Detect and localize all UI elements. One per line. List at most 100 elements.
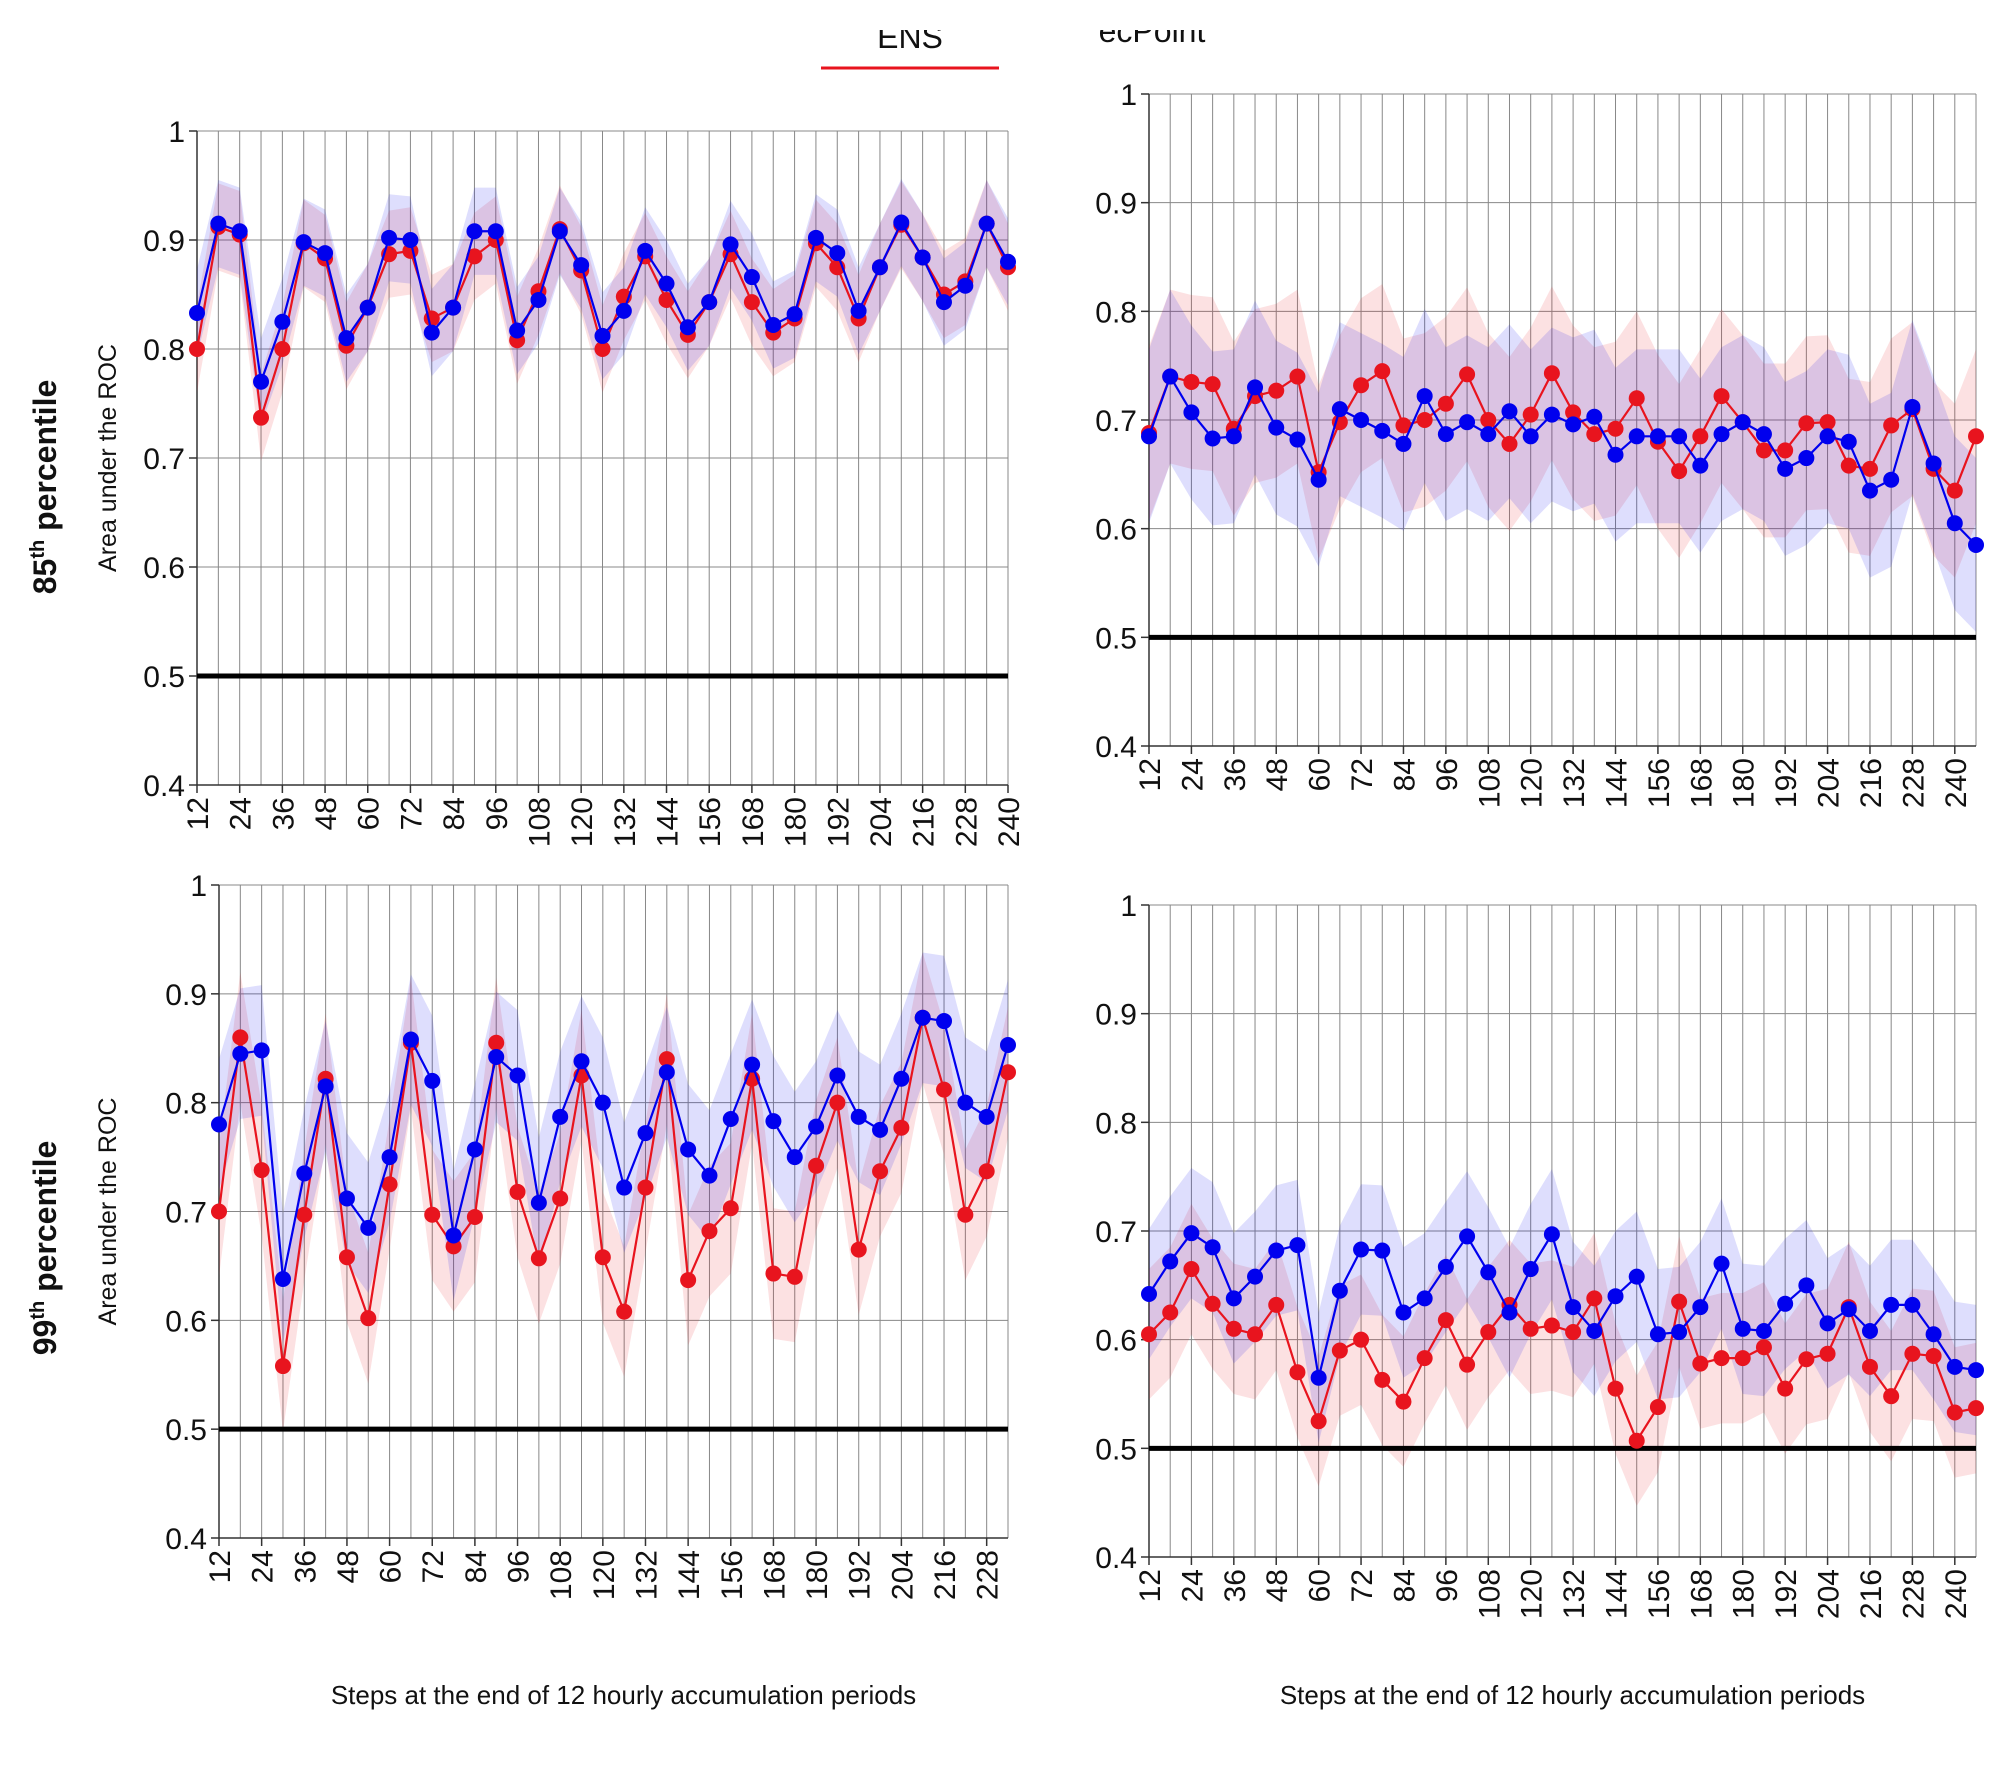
x-tick-label: 36 [1219, 1569, 1252, 1602]
data-point [1946, 515, 1963, 532]
data-point [488, 1048, 505, 1065]
x-tick-label: 48 [310, 797, 343, 830]
x-tick-label: 204 [1813, 758, 1846, 808]
data-point [424, 1072, 441, 1089]
x-tick-label: 216 [908, 797, 941, 847]
data-point [680, 1141, 697, 1158]
y-tick-label: 0.8 [1095, 1107, 1137, 1140]
data-point [1565, 1299, 1582, 1316]
y-tick-label: 0.8 [143, 334, 185, 367]
data-point [743, 269, 760, 286]
data-point [1883, 1388, 1900, 1405]
x-tick-label: 228 [950, 797, 983, 847]
data-point [338, 1249, 355, 1266]
data-point [1692, 1299, 1709, 1316]
data-point [1543, 1226, 1560, 1243]
data-point [616, 1303, 633, 1320]
data-point [936, 1013, 953, 1030]
data-point [1374, 1242, 1391, 1259]
data-point [1565, 1324, 1582, 1341]
data-point [232, 1029, 249, 1046]
data-point [1395, 435, 1412, 452]
data-point [402, 232, 419, 248]
row-label-suffix: th [27, 1301, 49, 1320]
data-point [1501, 1304, 1518, 1321]
row-label-word: percentile [27, 380, 63, 531]
data-point [1840, 1301, 1857, 1318]
data-point [1374, 363, 1391, 380]
data-point [722, 236, 739, 253]
x-tick-label: 72 [1346, 758, 1379, 791]
x-tick-label: 168 [758, 1550, 791, 1600]
data-point [1310, 1413, 1327, 1430]
data-point [1331, 1342, 1348, 1359]
data-point [914, 249, 931, 266]
data-point [1268, 1242, 1285, 1259]
data-point [1225, 1320, 1242, 1337]
data-point [1289, 1364, 1306, 1381]
data-point [1692, 428, 1709, 445]
data-point [1713, 1350, 1730, 1367]
data-point [1480, 426, 1497, 443]
data-point [1968, 536, 1984, 553]
data-point [1459, 1228, 1476, 1245]
data-point [829, 245, 846, 262]
data-point [1904, 1345, 1921, 1362]
data-point [1353, 377, 1370, 394]
data-point [701, 294, 718, 311]
x-tick-label: 48 [332, 1550, 365, 1583]
data-point [1968, 1362, 1984, 1379]
data-point [1734, 1350, 1751, 1367]
data-point [1649, 428, 1666, 445]
x-tick-label: 48 [1261, 1569, 1294, 1602]
data-point [1268, 1296, 1285, 1313]
legend-label: ecPoint [1099, 13, 1206, 49]
x-tick-label: 12 [1134, 758, 1167, 791]
data-point [189, 305, 205, 322]
data-point [530, 291, 547, 308]
data-point [1565, 416, 1582, 433]
y-tick-label: 0.4 [1095, 1542, 1137, 1575]
data-point [509, 1067, 526, 1084]
data-point [1480, 412, 1497, 428]
x-tick-label: 180 [801, 1550, 834, 1600]
data-point [637, 1125, 654, 1142]
confidence-band [219, 952, 1008, 1432]
data-point [1162, 368, 1179, 385]
x-tick-label: 132 [1558, 758, 1591, 808]
data-point [210, 215, 227, 232]
data-point [871, 259, 888, 276]
confidence-band [1149, 1167, 1976, 1443]
data-point [1522, 1320, 1539, 1337]
row-label-number: 85 [27, 559, 63, 595]
data-point [1289, 368, 1306, 385]
data-point [1798, 1277, 1815, 1294]
data-point [1586, 426, 1603, 443]
data-point [914, 1009, 931, 1026]
data-point [573, 1053, 590, 1070]
data-point [1289, 431, 1306, 448]
data-point [658, 291, 675, 308]
data-point [1671, 1293, 1688, 1310]
row-label: 99th percentile [27, 1141, 63, 1356]
x-tick-label: 240 [1940, 1569, 1973, 1619]
y-tick-label: 0.8 [165, 1088, 207, 1121]
x-tick-label: 180 [780, 797, 813, 847]
data-point [1416, 1290, 1433, 1307]
data-point [1395, 417, 1412, 434]
data-point [786, 306, 803, 323]
x-tick-label: 120 [1516, 758, 1549, 808]
x-tick-label: 84 [438, 797, 471, 830]
y-tick-label: 1 [1120, 79, 1137, 112]
data-point [1840, 433, 1857, 450]
data-point [701, 1167, 718, 1184]
data-point [1183, 1261, 1200, 1278]
data-point [1141, 428, 1157, 445]
data-point [296, 1206, 313, 1223]
data-point [872, 1121, 889, 1138]
x-tick-label: 216 [1855, 1569, 1888, 1619]
data-point [893, 1119, 910, 1136]
data-point [1204, 1295, 1221, 1312]
data-point [1755, 1322, 1772, 1339]
data-point [1331, 401, 1348, 418]
